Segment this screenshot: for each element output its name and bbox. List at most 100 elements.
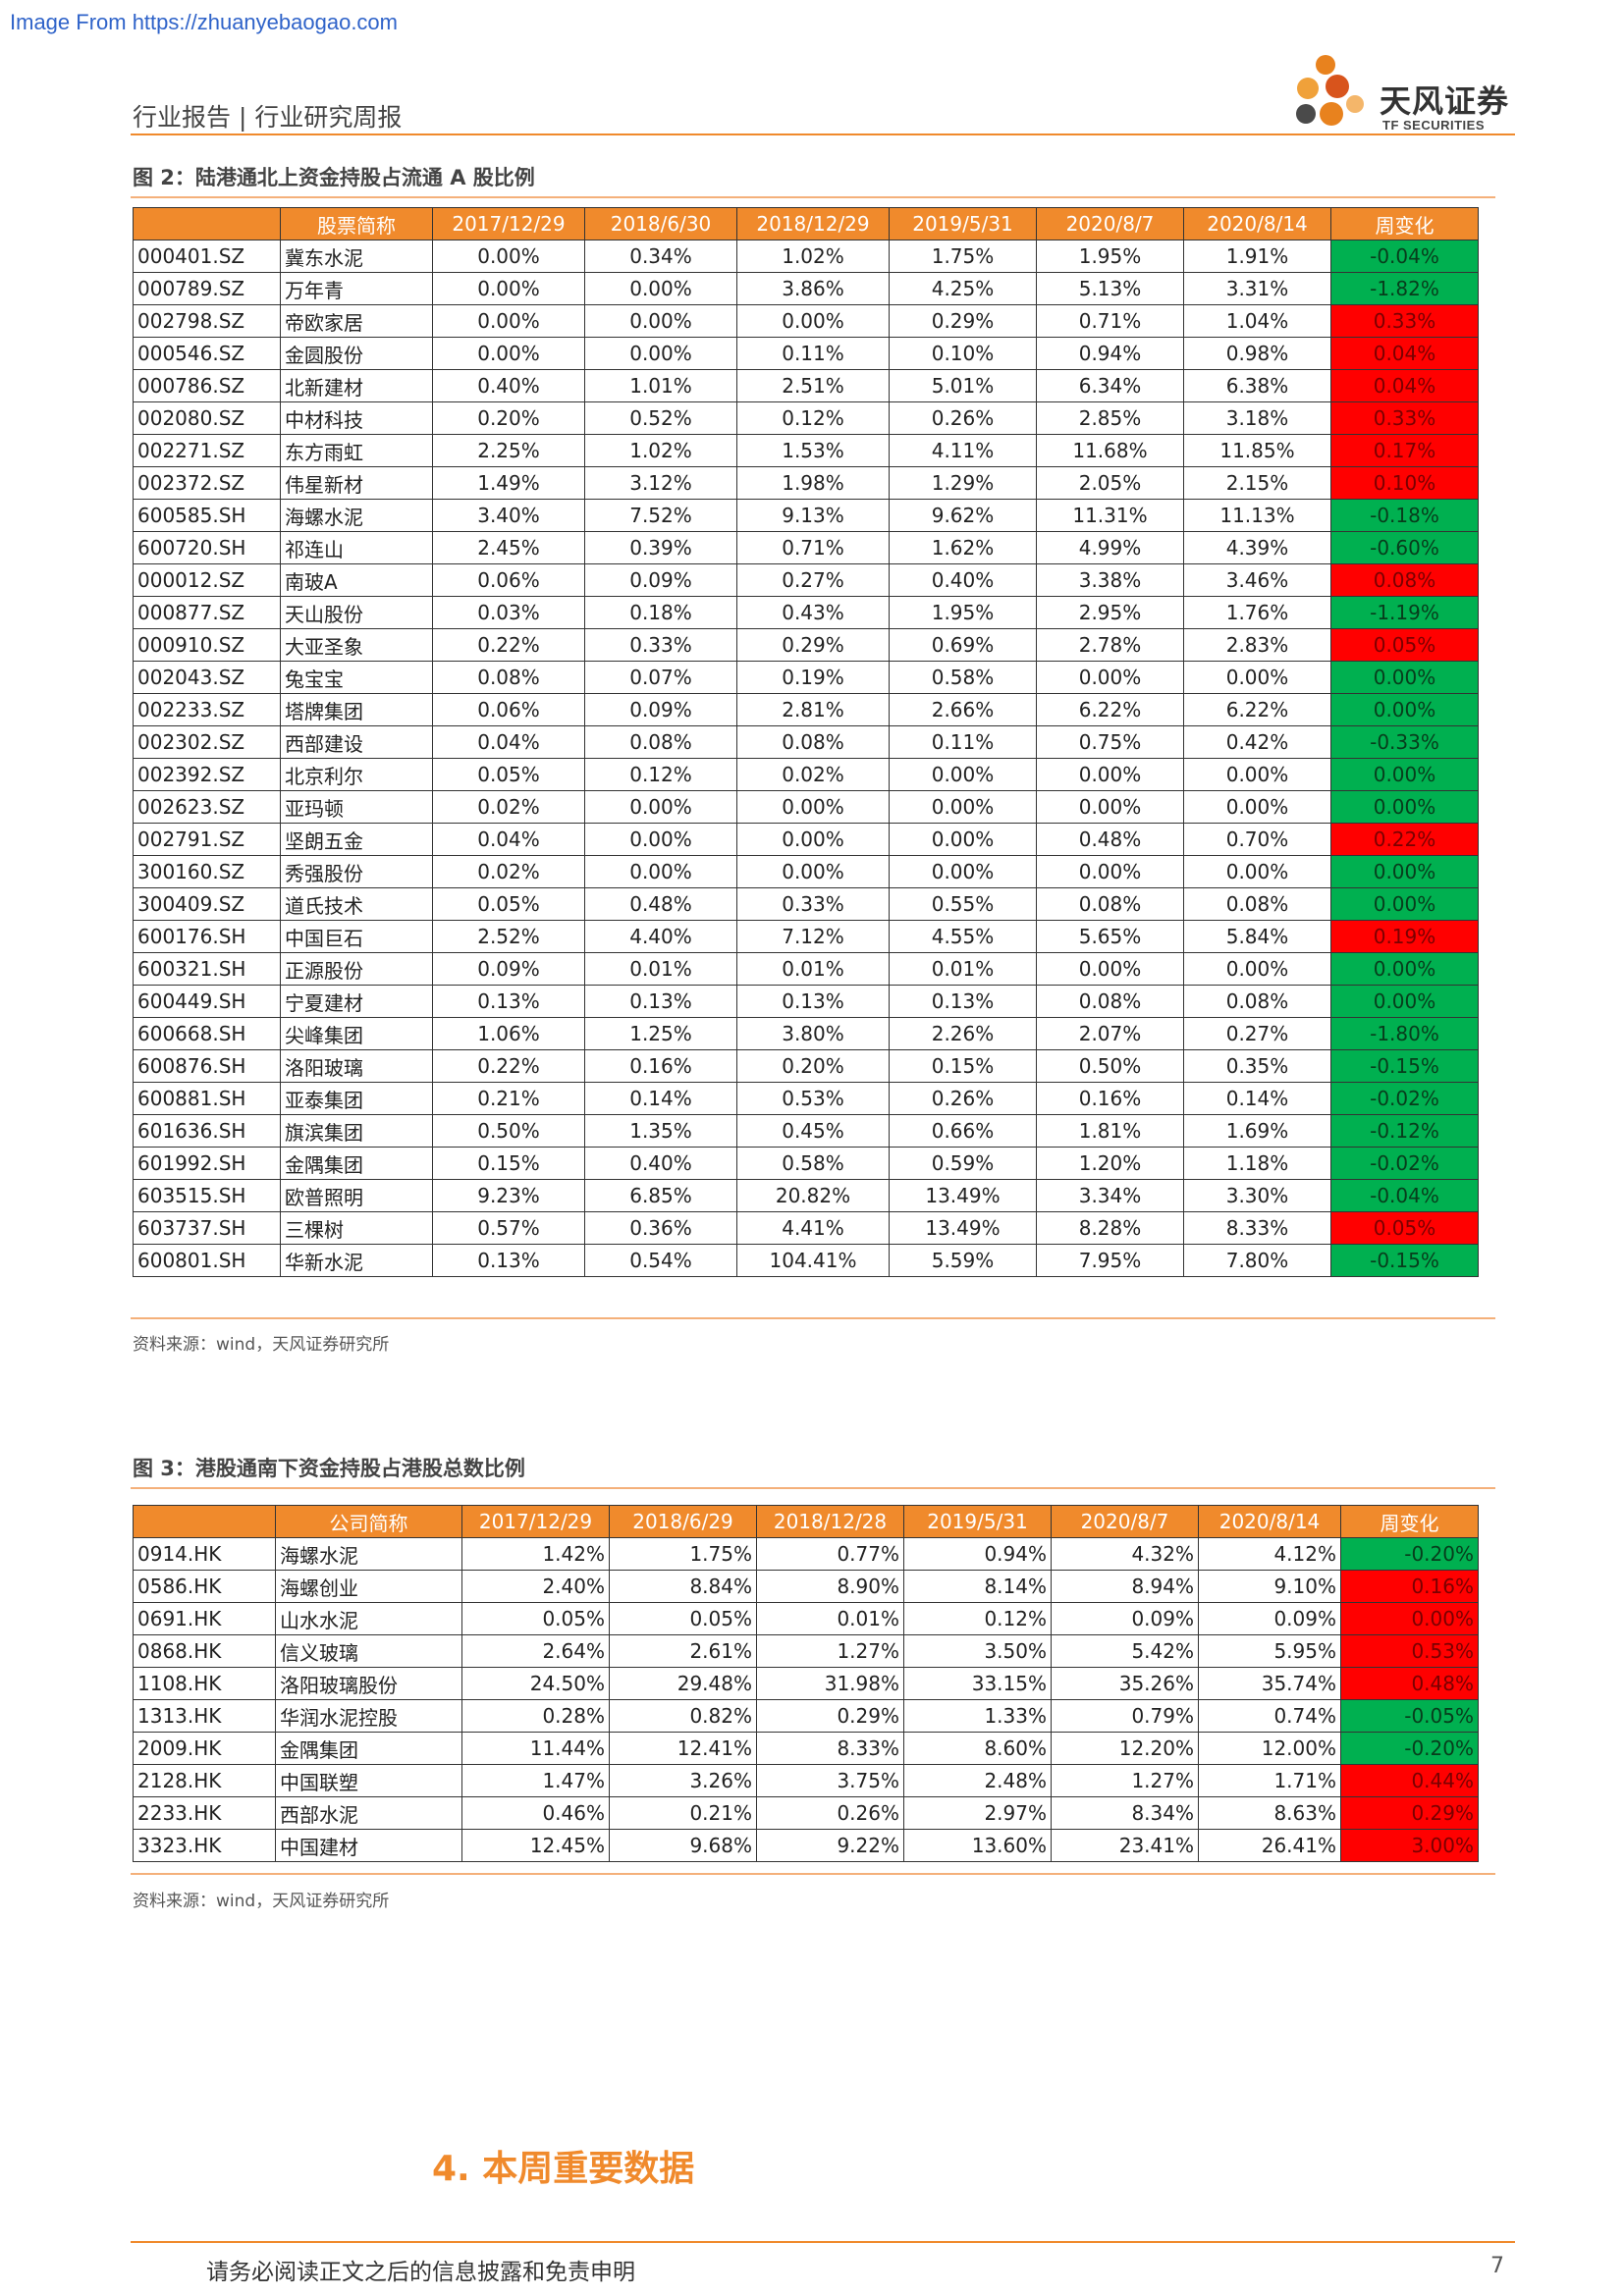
stock-code-cell: 603515.SH [133,1179,281,1212]
report-header-title: 行业报告 | 行业研究周报 [133,103,403,132]
stock-name-cell: 天山股份 [280,596,433,629]
holding-ratio-cell: 8.84% [609,1570,757,1603]
table-row: 2233.HK 西部水泥 0.46% 0.21% 0.26% 2.97% 8.34% 8.63… [133,1796,1479,1830]
table-row: 600321.SH 正源股份 0.09% 0.01% 0.01% 0.01% 0.00% 0.… [133,952,1479,986]
stock-code-cell: 1313.HK [133,1699,276,1733]
holding-ratio-cell: 0.12% [584,758,737,791]
stock-code-cell: 002791.SZ [133,823,281,856]
holding-ratio-cell: 0.20% [432,401,585,435]
stock-code-cell: 002372.SZ [133,466,281,500]
column-header: 2018/6/29 [609,1505,757,1538]
holding-ratio-cell: 13.49% [889,1211,1037,1245]
holding-ratio-cell: 0.33% [736,887,890,921]
holding-ratio-cell: 0.50% [432,1114,585,1148]
holding-ratio-cell: 23.41% [1051,1829,1199,1862]
holding-ratio-cell: 1.20% [1036,1147,1184,1180]
holding-ratio-cell: 12.41% [609,1732,757,1765]
holding-ratio-cell: 0.08% [1036,985,1184,1018]
holding-ratio-cell: 35.74% [1198,1667,1341,1700]
holding-ratio-cell: 0.70% [1183,823,1331,856]
holding-ratio-cell: 11.44% [461,1732,610,1765]
holding-ratio-cell: 0.02% [432,855,585,888]
column-header: 2020/8/14 [1198,1505,1341,1538]
holding-ratio-cell: 2.66% [889,693,1037,726]
holding-ratio-cell: 0.71% [736,531,890,564]
holding-ratio-cell: 11.13% [1183,499,1331,532]
weekly-change-cell: -0.04% [1330,240,1479,273]
holding-ratio-cell: 11.85% [1183,434,1331,467]
weekly-change-cell: 0.00% [1330,952,1479,986]
footer-divider [131,2241,1515,2243]
holding-ratio-cell: 2.81% [736,693,890,726]
holding-ratio-cell: 8.90% [756,1570,904,1603]
holding-ratio-cell: 0.79% [1051,1699,1199,1733]
holding-ratio-cell: 0.14% [1183,1082,1331,1115]
watermark-link[interactable]: Image From https://zhuanyebaogao.com [10,10,398,34]
holding-ratio-cell: 0.16% [584,1049,737,1083]
holding-ratio-cell: 0.00% [1183,661,1331,694]
stock-code-cell: 601636.SH [133,1114,281,1148]
stock-code-cell: 002798.SZ [133,304,281,338]
holding-ratio-cell: 1.04% [1183,304,1331,338]
holding-ratio-cell: 2.05% [1036,466,1184,500]
holding-ratio-cell: 1.95% [1036,240,1184,273]
holding-ratio-cell: 2.83% [1183,628,1331,662]
stock-name-cell: 伟星新材 [280,466,433,500]
stock-name-cell: 亚泰集团 [280,1082,433,1115]
stock-name-cell: 中国巨石 [280,920,433,953]
holding-ratio-cell: 0.45% [736,1114,890,1148]
holding-ratio-cell: 4.99% [1036,531,1184,564]
table-row: 3323.HK 中国建材 12.45% 9.68% 9.22% 13.60% 23.41% 2… [133,1829,1479,1862]
holding-ratio-cell: 2.52% [432,920,585,953]
holding-ratio-cell: 0.00% [1036,758,1184,791]
holding-ratio-cell: 0.42% [1183,725,1331,759]
holding-ratio-cell: 4.25% [889,272,1037,305]
weekly-change-cell: -0.20% [1340,1537,1479,1571]
holding-ratio-cell: 0.09% [584,563,737,597]
stock-name-cell: 道氏技术 [280,887,433,921]
figure3-source: 资料来源：wind，天风证券研究所 [133,1892,390,1911]
stock-code-cell: 002080.SZ [133,401,281,435]
weekly-change-cell: 0.10% [1330,466,1479,500]
holding-ratio-cell: 9.13% [736,499,890,532]
section-heading: 4. 本周重要数据 [432,2149,695,2189]
holding-ratio-cell: 3.38% [1036,563,1184,597]
holding-ratio-cell: 3.80% [736,1017,890,1050]
holding-ratio-cell: 0.00% [432,337,585,370]
holding-ratio-cell: 1.75% [889,240,1037,273]
column-header: 2018/12/28 [756,1505,904,1538]
weekly-change-cell: -0.15% [1330,1244,1479,1277]
holding-ratio-cell: 0.00% [736,855,890,888]
stock-name-cell: 海螺水泥 [280,499,433,532]
table-row: 600720.SH 祁连山 2.45% 0.39% 0.71% 1.62% 4.99% 4.3… [133,531,1479,564]
table-row: 002798.SZ 帝欧家居 0.00% 0.00% 0.00% 0.29% 0.71% 1.… [133,304,1479,338]
stock-code-cell: 0691.HK [133,1602,276,1635]
tf-securities-logo: 天风证券 TF SECURITIES [1286,49,1522,137]
stock-code-cell: 0914.HK [133,1537,276,1571]
holding-ratio-cell: 0.21% [432,1082,585,1115]
table-row: 000877.SZ 天山股份 0.03% 0.18% 0.43% 1.95% 2.95% 1.… [133,596,1479,629]
figure2-source: 资料来源：wind，天风证券研究所 [133,1335,390,1355]
holding-ratio-cell: 0.00% [1036,855,1184,888]
holding-ratio-cell: 4.55% [889,920,1037,953]
holding-ratio-cell: 0.13% [432,985,585,1018]
stock-code-cell: 1108.HK [133,1667,276,1700]
holding-ratio-cell: 5.59% [889,1244,1037,1277]
holding-ratio-cell: 0.00% [584,823,737,856]
stock-code-cell: 600720.SH [133,531,281,564]
holding-ratio-cell: 6.22% [1183,693,1331,726]
holding-ratio-cell: 8.60% [903,1732,1052,1765]
table-row: 000786.SZ 北新建材 0.40% 1.01% 2.51% 5.01% 6.34% 6.… [133,369,1479,402]
column-header: 2020/8/7 [1051,1505,1199,1538]
weekly-change-cell: 0.00% [1340,1602,1479,1635]
figure3-header-row: 公司简称 2017/12/29 2018/6/29 2018/12/28 2019/5/… [133,1505,1479,1538]
figure3-bottom-rule [131,1873,1495,1875]
holding-ratio-cell: 1.69% [1183,1114,1331,1148]
table-row: 002080.SZ 中材科技 0.20% 0.52% 0.12% 0.26% 2.85% 3.… [133,401,1479,435]
table-row: 000401.SZ 冀东水泥 0.00% 0.34% 1.02% 1.75% 1.95% 1.… [133,240,1479,273]
holding-ratio-cell: 2.61% [609,1634,757,1668]
column-header: 2018/12/29 [736,207,890,240]
holding-ratio-cell: 12.00% [1198,1732,1341,1765]
holding-ratio-cell: 3.12% [584,466,737,500]
holding-ratio-cell: 2.78% [1036,628,1184,662]
